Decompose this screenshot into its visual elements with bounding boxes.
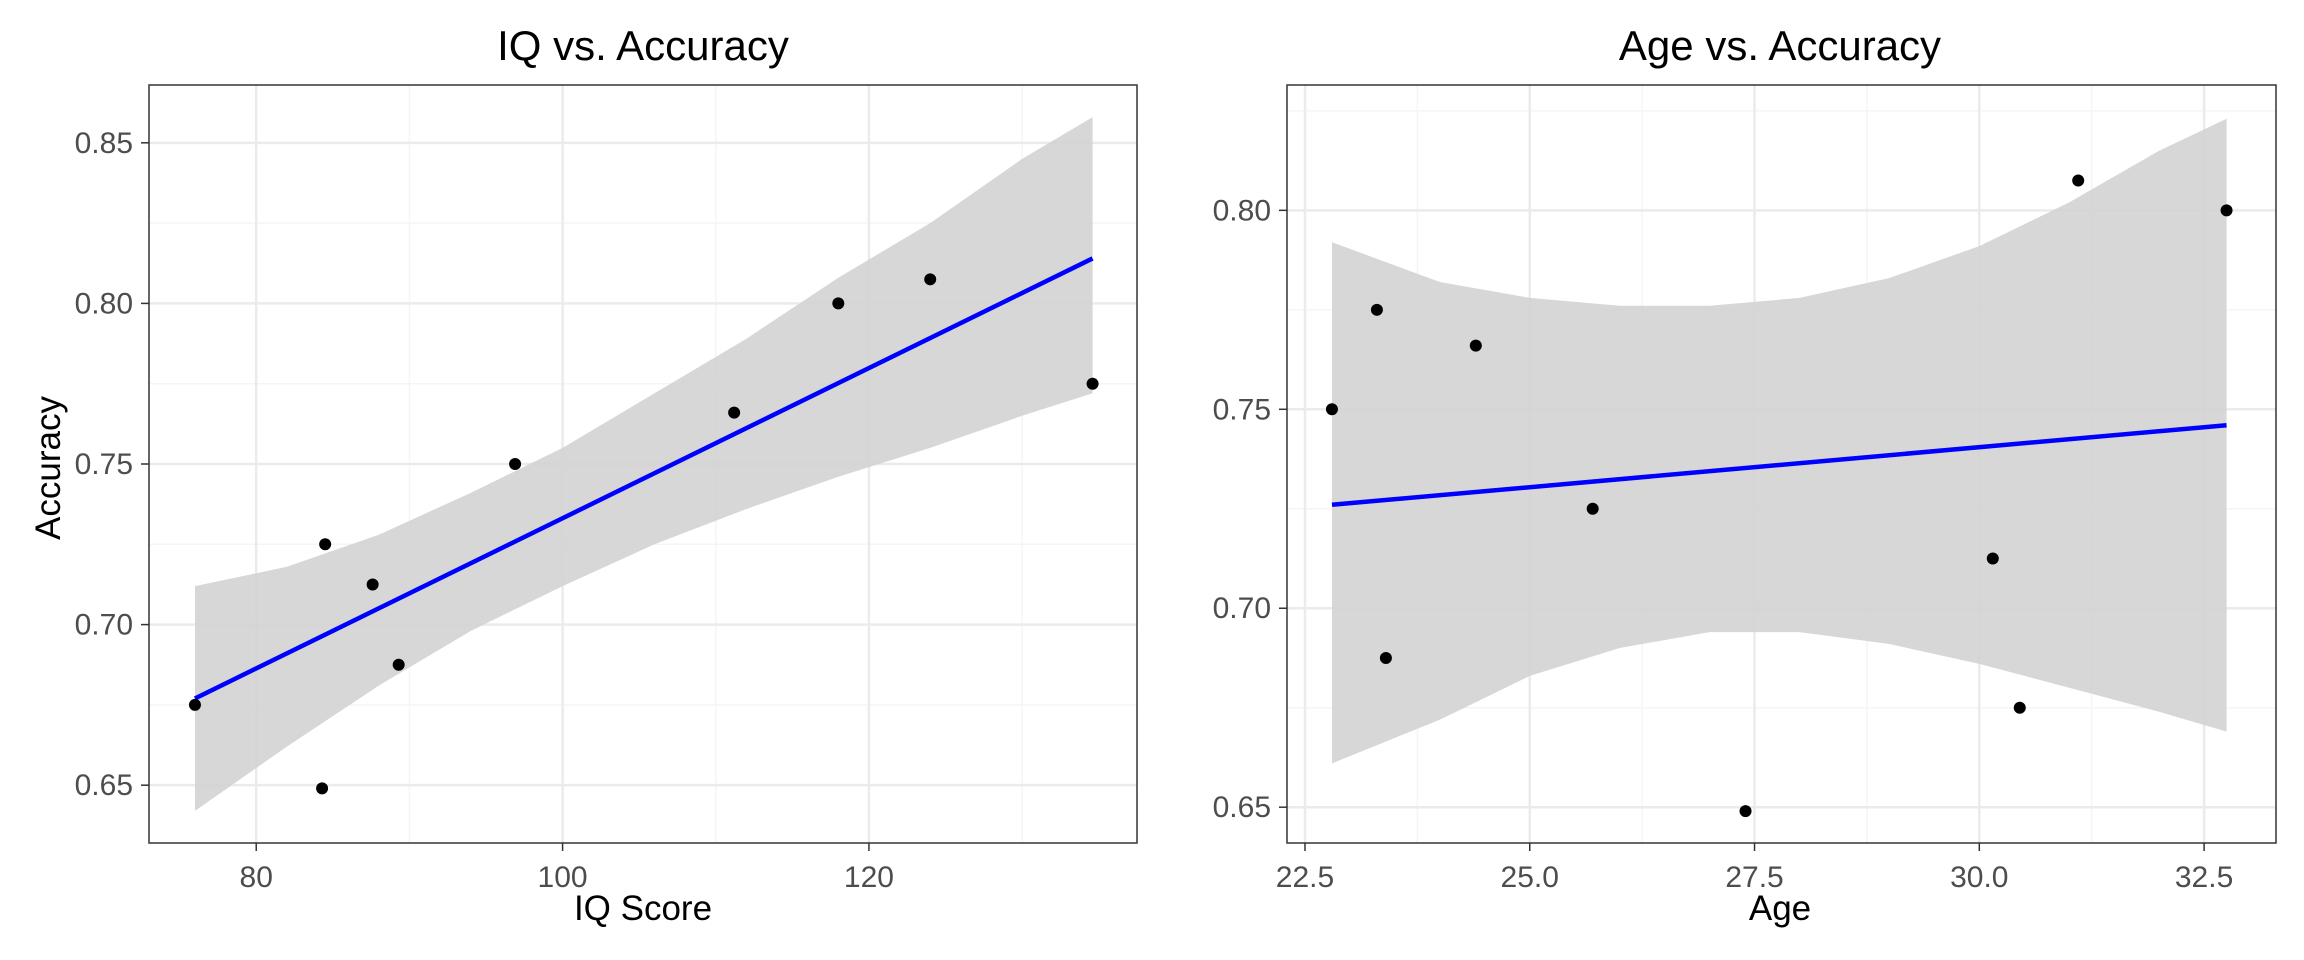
x-tick-label: 25.0 (1501, 861, 1559, 894)
confidence-band (195, 117, 1093, 811)
regression-line (193, 256, 1094, 701)
data-point (366, 578, 379, 591)
chart-title: Age vs. Accuracy (1619, 22, 1941, 69)
confidence-band (1332, 118, 2227, 764)
data-point (1325, 403, 1338, 416)
data-point (319, 538, 332, 551)
data-point (832, 297, 845, 310)
x-axis-label: IQ Score (574, 889, 712, 928)
y-tick-label: 0.65 (75, 769, 133, 802)
data-point (924, 273, 937, 286)
panel-border (1286, 84, 2277, 844)
x-tick-label: 80 (240, 861, 273, 894)
x-axis-label: Age (1749, 889, 1811, 928)
data-point (1586, 502, 1599, 515)
data-point (1739, 805, 1752, 818)
y-tick-label: 0.70 (75, 609, 133, 642)
data-point (1370, 303, 1383, 316)
data-point (728, 406, 741, 419)
chart-title: IQ vs. Accuracy (497, 22, 789, 69)
data-point (2220, 204, 2233, 217)
x-tick-label: 100 (538, 861, 588, 894)
data-point (316, 782, 329, 795)
data-point (509, 458, 522, 470)
data-point (1469, 339, 1482, 352)
y-tick-label: 0.70 (1213, 592, 1271, 625)
x-tick-label: 30.0 (1950, 861, 2008, 894)
data-point (1086, 377, 1099, 390)
age-accuracy-panel: Age vs. Accuracy Age 22.5 25.0 27.5 30.0 32.… (1213, 22, 2277, 928)
x-tick-label: 120 (844, 861, 894, 894)
iq-accuracy-panel: IQ vs. Accuracy IQ Score Accuracy 80 100 1… (29, 22, 1138, 928)
y-tick-label: 0.80 (1213, 194, 1271, 227)
y-tick-label: 0.85 (75, 127, 133, 160)
data-point (392, 658, 405, 671)
x-tick-label: 32.5 (2175, 861, 2233, 894)
plot-area (149, 85, 1137, 843)
y-axis-label: Accuracy (29, 396, 68, 540)
data-point (2013, 701, 2026, 714)
plot-area (1287, 85, 2276, 843)
data-point (188, 698, 201, 711)
y-tick-label: 0.65 (1213, 791, 1271, 824)
regression-line (1331, 422, 2227, 508)
x-tick-label: 27.5 (1725, 861, 1783, 894)
y-tick-label: 0.80 (75, 287, 133, 320)
data-point (2072, 174, 2085, 187)
y-tick-label: 0.75 (1213, 393, 1271, 426)
y-tick-label: 0.75 (75, 448, 133, 481)
data-point (1986, 552, 1999, 565)
data-point (1379, 651, 1392, 664)
x-tick-label: 22.5 (1276, 861, 1334, 894)
